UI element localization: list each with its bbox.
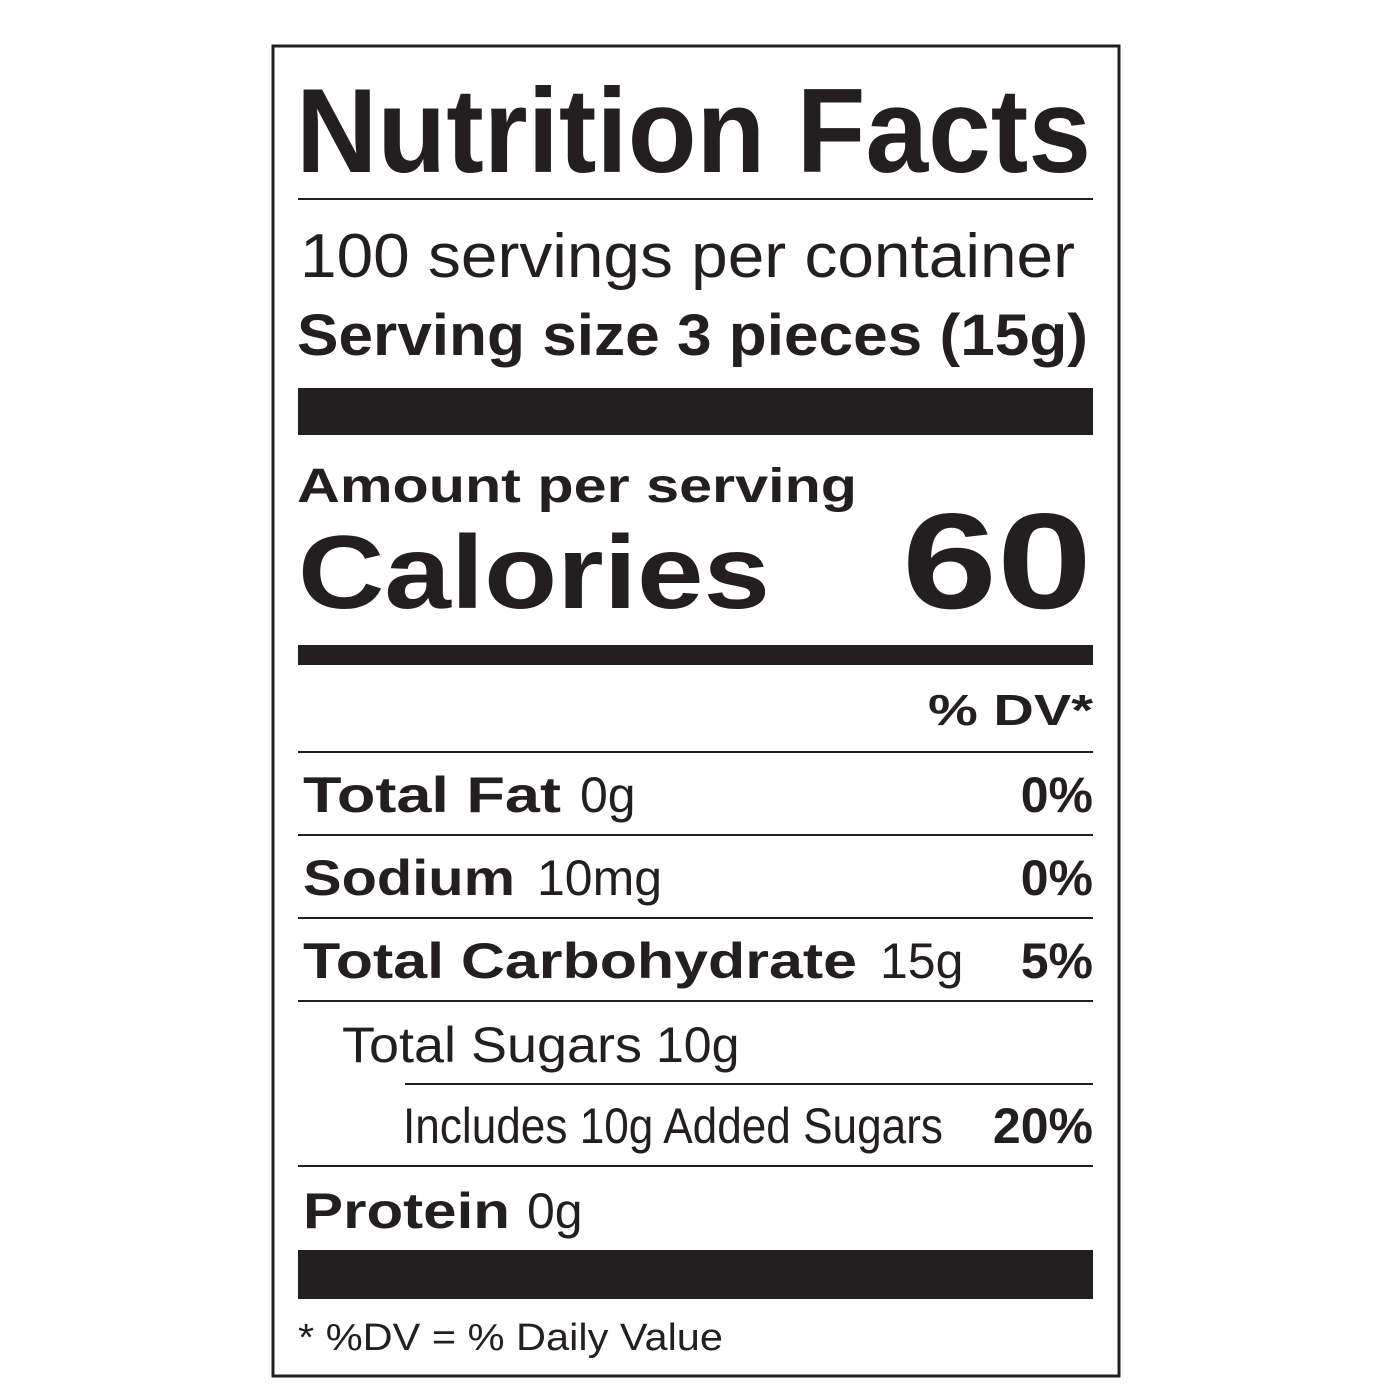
calories-label: Calories — [298, 515, 770, 631]
amount-per-serving: Amount per serving — [297, 460, 857, 513]
nutrient-name: Protein — [303, 1183, 510, 1239]
nutrient-name: Total Carbohydrate — [303, 933, 857, 989]
nutrient-amount: 10mg — [537, 850, 662, 906]
nutrient-amount: 15g — [880, 933, 963, 989]
label-border — [271, 44, 1121, 1378]
nutrient-amount: 10g — [656, 1017, 739, 1073]
dv-header: % DV* — [928, 686, 1094, 735]
serving-size: Serving size 3 pieces (15g) — [297, 303, 1088, 368]
nutrient-name: Includes 10g Added Sugars — [403, 1098, 943, 1154]
servings: 100 servings per container — [300, 222, 1075, 291]
nutrient-amount: 0g — [580, 767, 636, 823]
footnote: * %DV = % Daily Value — [298, 1317, 723, 1359]
nutrient-name: Total Fat — [303, 767, 561, 823]
title: Nutrition Facts — [296, 64, 1091, 198]
nutrient-name: Total Sugars — [342, 1017, 642, 1073]
nutrient-dv: 20% — [993, 1098, 1093, 1154]
thick-bar — [298, 1250, 1093, 1299]
thick-bar — [298, 388, 1093, 435]
nutrient-dv: 0% — [1021, 767, 1093, 823]
nutrient-dv: 0% — [1021, 850, 1093, 906]
nutrient-dv: 5% — [1021, 933, 1093, 989]
calories-value: 60 — [902, 485, 1092, 637]
nutrient-name: Sodium — [303, 850, 515, 906]
medium-bar — [298, 645, 1093, 665]
nutrient-amount: 0g — [527, 1183, 583, 1239]
